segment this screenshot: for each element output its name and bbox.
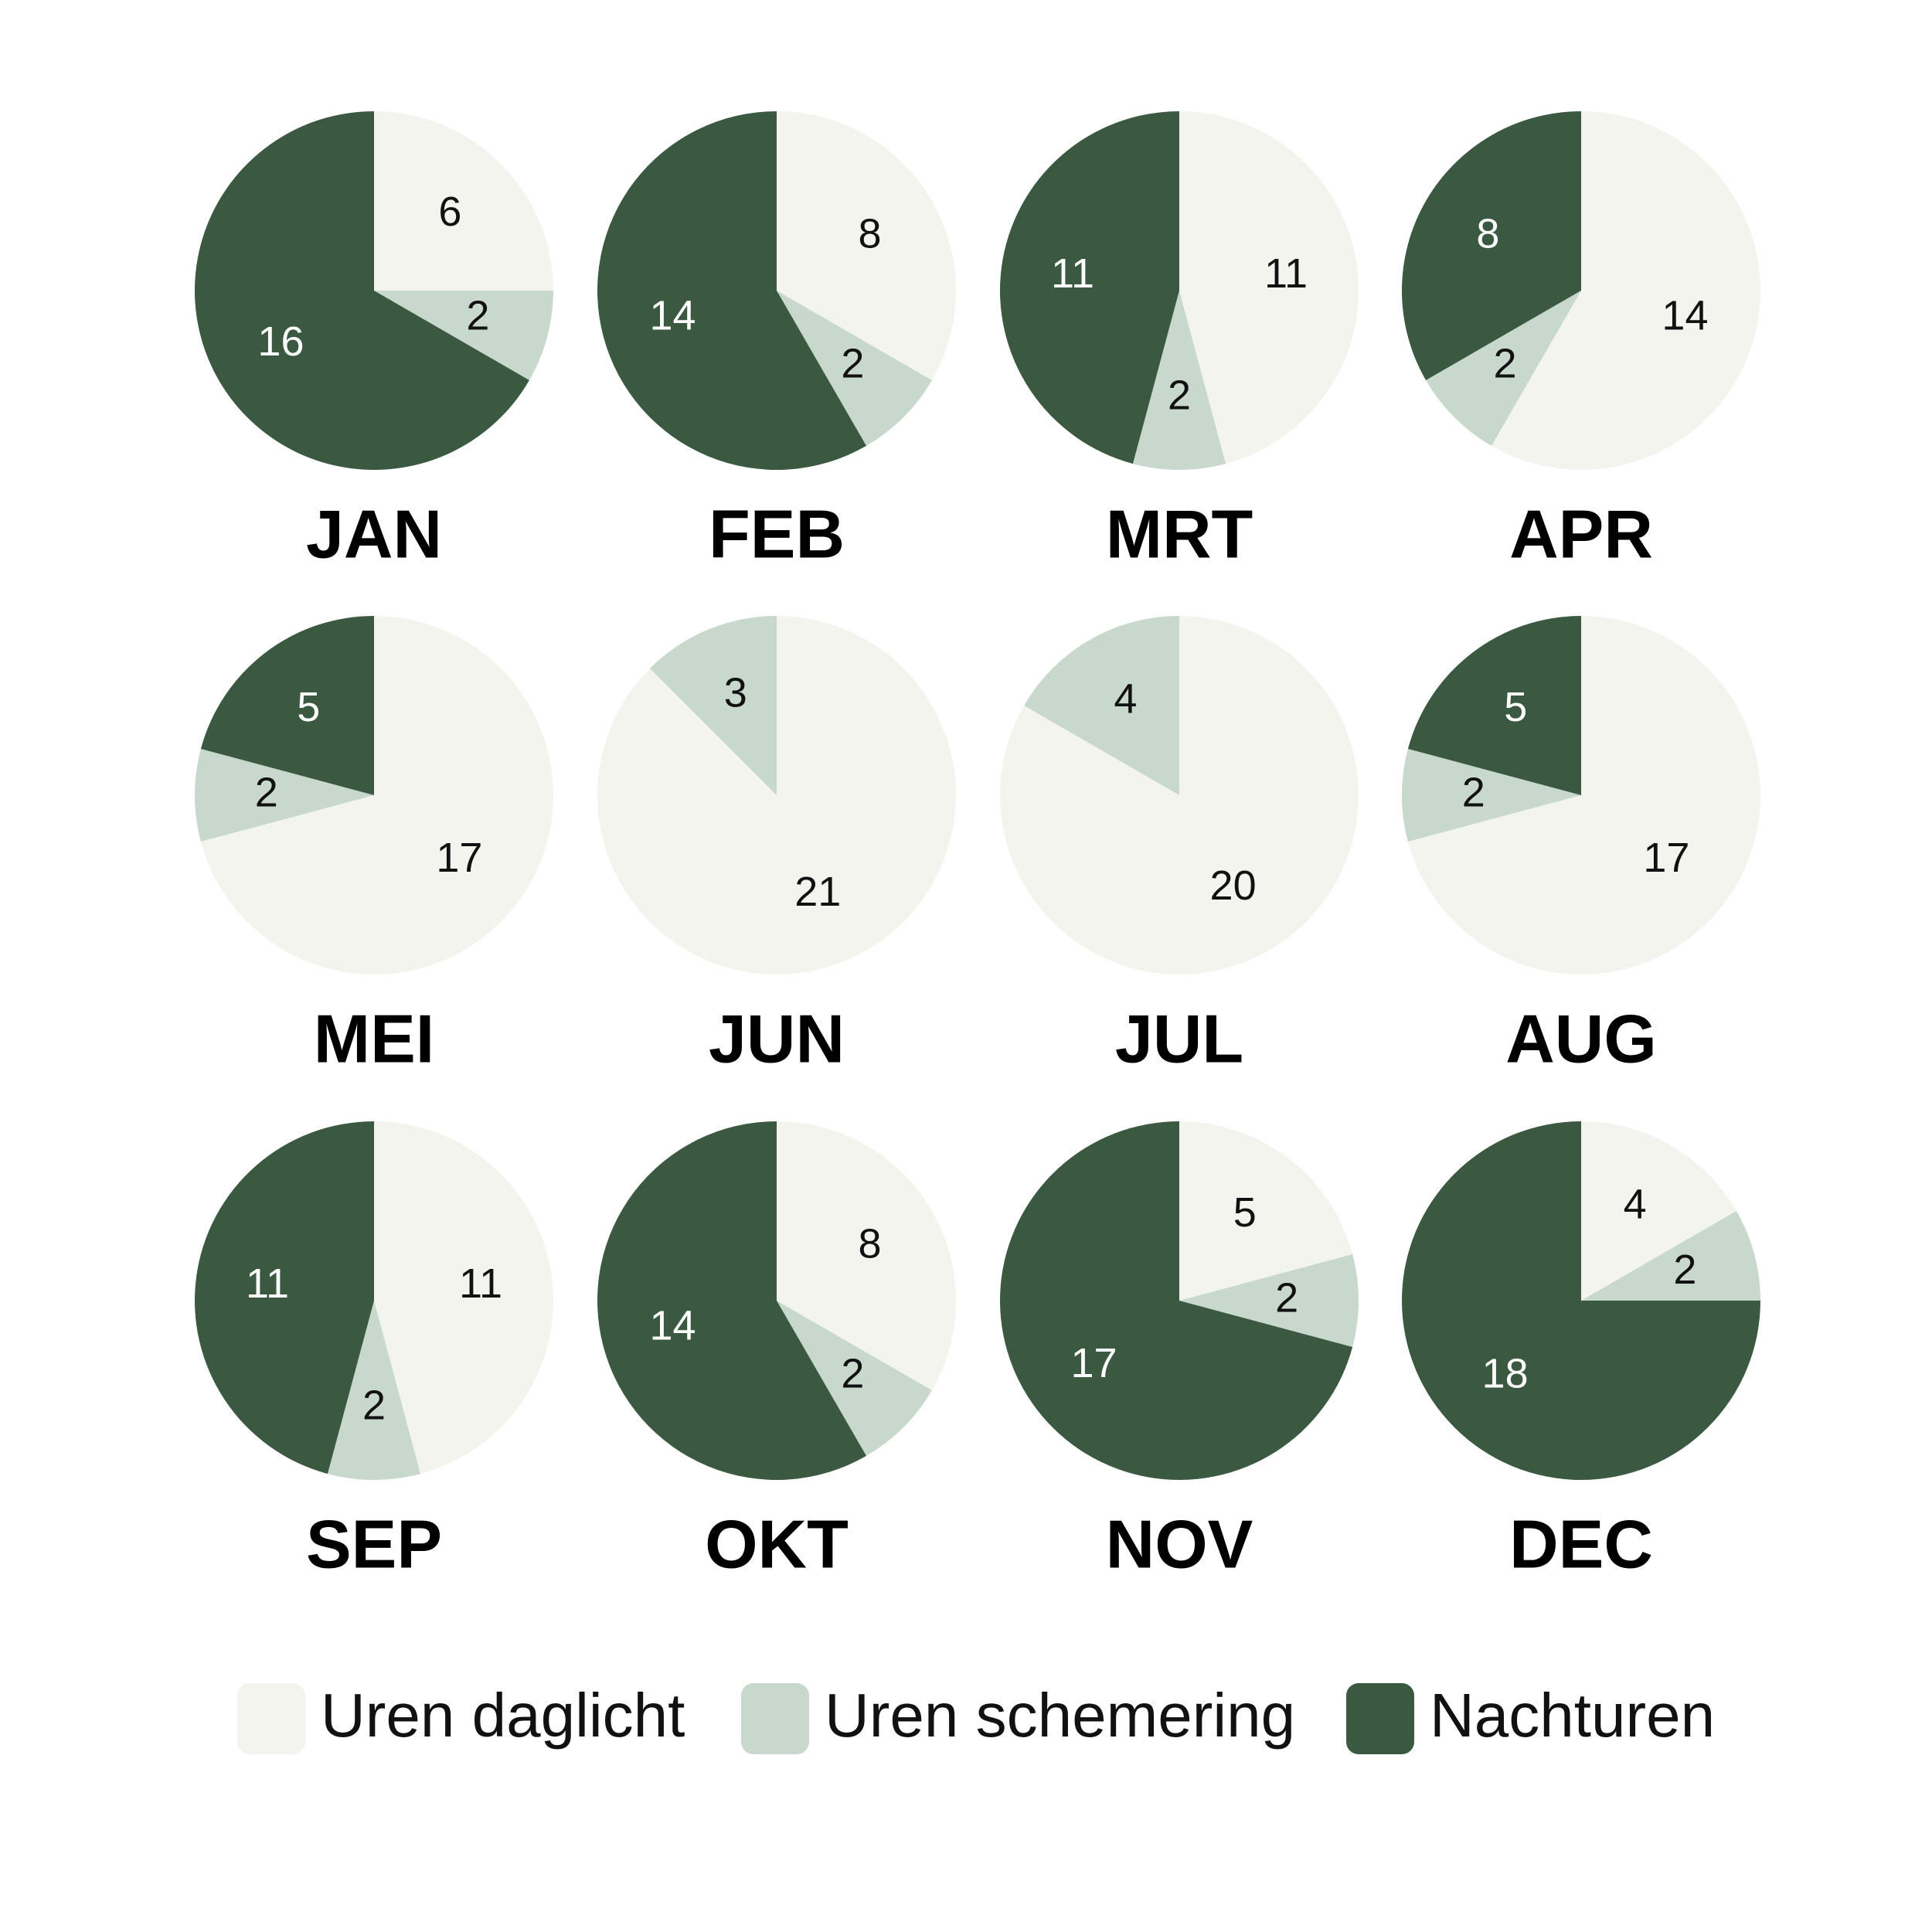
pie-slice (194, 111, 529, 470)
legend-label: Uren daglicht (321, 1681, 685, 1750)
slice-label: 3 (724, 670, 747, 716)
slice-label: 5 (1233, 1189, 1257, 1236)
month-label: JAN (306, 495, 442, 572)
pie-slice (597, 1121, 866, 1481)
pie-slice (327, 1301, 421, 1480)
month-label: AUG (1505, 1000, 1657, 1077)
slice-label: 2 (841, 1351, 864, 1397)
slice-label: 16 (257, 318, 304, 365)
pie-slice (1492, 111, 1760, 470)
pie-slice (374, 291, 553, 380)
slice-label: 8 (859, 211, 882, 257)
legend-label: Nachturen (1430, 1681, 1715, 1750)
pie-slice (1402, 1121, 1760, 1480)
slice-label: 2 (362, 1382, 386, 1428)
pie-slice (1581, 1121, 1736, 1301)
slice-label: 14 (650, 292, 696, 338)
pie-slice (999, 111, 1179, 464)
slice-label: 4 (1624, 1182, 1647, 1228)
slice-label: 8 (1476, 211, 1499, 257)
pie-slice (200, 616, 374, 795)
slice-label: 2 (466, 292, 489, 338)
month-label: FEB (709, 495, 845, 572)
slice-label: 18 (1482, 1351, 1529, 1397)
pie-slice (200, 616, 553, 975)
pie-slice (1407, 616, 1581, 795)
pie-slice (1132, 291, 1226, 471)
slice-label: 5 (297, 684, 320, 730)
slice-label: 8 (859, 1221, 882, 1267)
pie-slice (1179, 1253, 1359, 1348)
month-label: JUL (1115, 1000, 1243, 1077)
slice-label: 4 (1114, 676, 1137, 723)
slice-label: 2 (1168, 372, 1191, 418)
slice-label: 6 (438, 189, 461, 235)
pie-slice (1179, 111, 1359, 464)
pie-slice (374, 111, 553, 291)
pie-slice (1426, 291, 1581, 446)
month-label: NOV (1106, 1505, 1253, 1582)
slice-label: 11 (246, 1260, 289, 1307)
legend-swatch (237, 1683, 305, 1754)
pie-slice (195, 748, 374, 842)
pie-slice (374, 1121, 554, 1475)
pie-slice (1407, 616, 1760, 975)
slice-label: 14 (650, 1302, 696, 1349)
pie-slice (597, 111, 866, 470)
month-label: SEP (306, 1505, 442, 1582)
legend-swatch (1346, 1683, 1414, 1754)
slice-label: 2 (1494, 341, 1517, 387)
month-label: DEC (1509, 1505, 1653, 1582)
pie-slice (1024, 616, 1179, 795)
month-label: OKT (705, 1505, 849, 1582)
pie-slice (777, 111, 956, 380)
month-label: APR (1509, 495, 1653, 572)
slice-label: 5 (1504, 684, 1527, 730)
pie-slice (1401, 748, 1581, 842)
slice-label: 17 (1071, 1340, 1117, 1386)
legend-swatch (741, 1683, 809, 1754)
pie-slice (777, 291, 932, 446)
month-label: MRT (1106, 495, 1253, 572)
pie-slice (1581, 1211, 1760, 1301)
slice-label: 17 (436, 835, 482, 881)
slice-label: 11 (1264, 250, 1308, 297)
slice-label: 2 (841, 341, 864, 387)
pie-slice (649, 616, 777, 795)
legend-label: Uren schemering (825, 1681, 1295, 1750)
pie-slice (194, 1121, 374, 1475)
slice-label: 2 (1462, 769, 1485, 815)
pie-slice (1000, 1121, 1353, 1480)
pie-slice (1402, 111, 1581, 380)
pie-slice (777, 1301, 932, 1456)
pie-slice (777, 1121, 956, 1390)
slice-label: 21 (794, 869, 841, 915)
month-label: JUN (709, 1000, 845, 1077)
slice-label: 2 (1673, 1247, 1696, 1293)
slice-label: 2 (1275, 1274, 1298, 1321)
slice-label: 2 (255, 769, 278, 815)
slice-label: 14 (1662, 292, 1708, 338)
slice-label: 17 (1643, 835, 1689, 881)
slice-label: 11 (1051, 250, 1094, 297)
month-label: MEI (314, 1000, 434, 1077)
slice-label: 20 (1210, 862, 1257, 909)
pie-slice (1179, 1121, 1353, 1301)
slice-label: 11 (459, 1260, 502, 1307)
